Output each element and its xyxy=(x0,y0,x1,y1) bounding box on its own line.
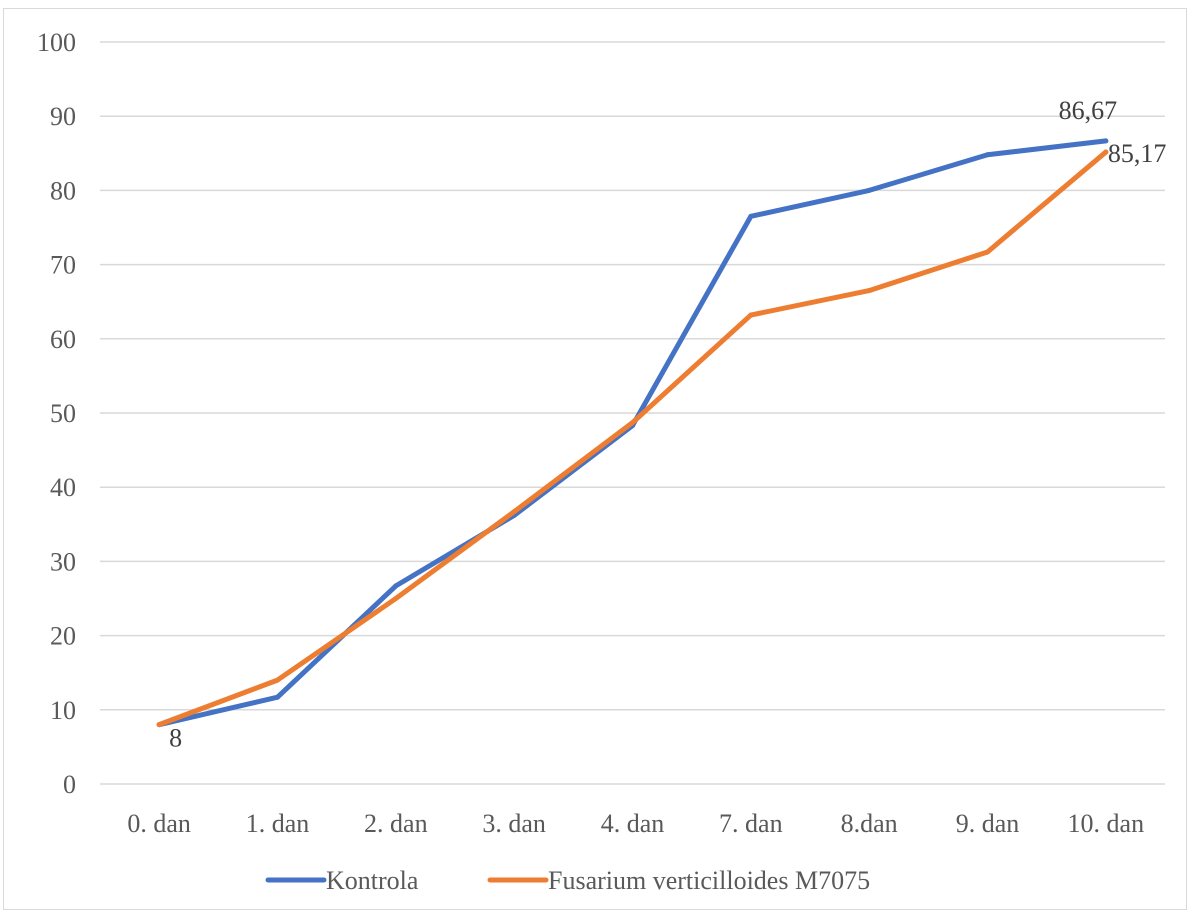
data-label: 85,17 xyxy=(1108,139,1167,168)
y-tick-label: 30 xyxy=(50,547,76,576)
x-tick-label: 9. dan xyxy=(956,809,1020,838)
legend-label: Kontrola xyxy=(326,866,419,895)
x-tick-label: 4. dan xyxy=(601,809,665,838)
y-tick-label: 40 xyxy=(50,473,76,502)
series-line-1 xyxy=(156,149,1109,728)
data-point xyxy=(985,152,990,158)
data-point xyxy=(866,187,872,193)
data-point xyxy=(866,288,872,294)
data-point xyxy=(511,509,517,515)
data-label: 86,67 xyxy=(1059,96,1118,125)
data-point xyxy=(748,213,754,219)
y-tick-label: 70 xyxy=(50,251,76,280)
y-tick-label: 80 xyxy=(50,176,76,205)
series-line-0 xyxy=(156,138,1109,728)
x-tick-label: 0. dan xyxy=(127,809,191,838)
x-tick-label: 10. dan xyxy=(1068,809,1145,838)
data-point xyxy=(275,677,280,683)
y-tick-label: 50 xyxy=(50,399,76,428)
y-tick-label: 100 xyxy=(37,28,76,57)
legend-label: Fusarium verticilloides M7075 xyxy=(548,866,870,895)
x-tick-label: 2. dan xyxy=(364,809,428,838)
y-tick-label: 10 xyxy=(50,696,76,725)
data-point xyxy=(275,694,280,700)
data-point xyxy=(630,420,635,426)
data-point xyxy=(748,312,754,318)
chart-frame xyxy=(3,8,1187,910)
y-tick-label: 0 xyxy=(63,770,76,799)
y-tick-label: 60 xyxy=(50,325,76,354)
data-point xyxy=(985,249,990,255)
data-point xyxy=(156,722,162,728)
data-point xyxy=(393,596,399,601)
x-tick-label: 3. dan xyxy=(482,809,546,838)
data-point xyxy=(1103,149,1109,155)
y-tick-label: 20 xyxy=(50,622,76,651)
x-tick-label: 1. dan xyxy=(246,809,310,838)
x-tick-label: 8.dan xyxy=(841,809,898,838)
x-tick-label: 7. dan xyxy=(719,809,783,838)
y-tick-label: 90 xyxy=(50,102,76,131)
data-point xyxy=(393,583,399,589)
data-point xyxy=(1103,138,1109,144)
data-label: 8 xyxy=(169,724,182,753)
